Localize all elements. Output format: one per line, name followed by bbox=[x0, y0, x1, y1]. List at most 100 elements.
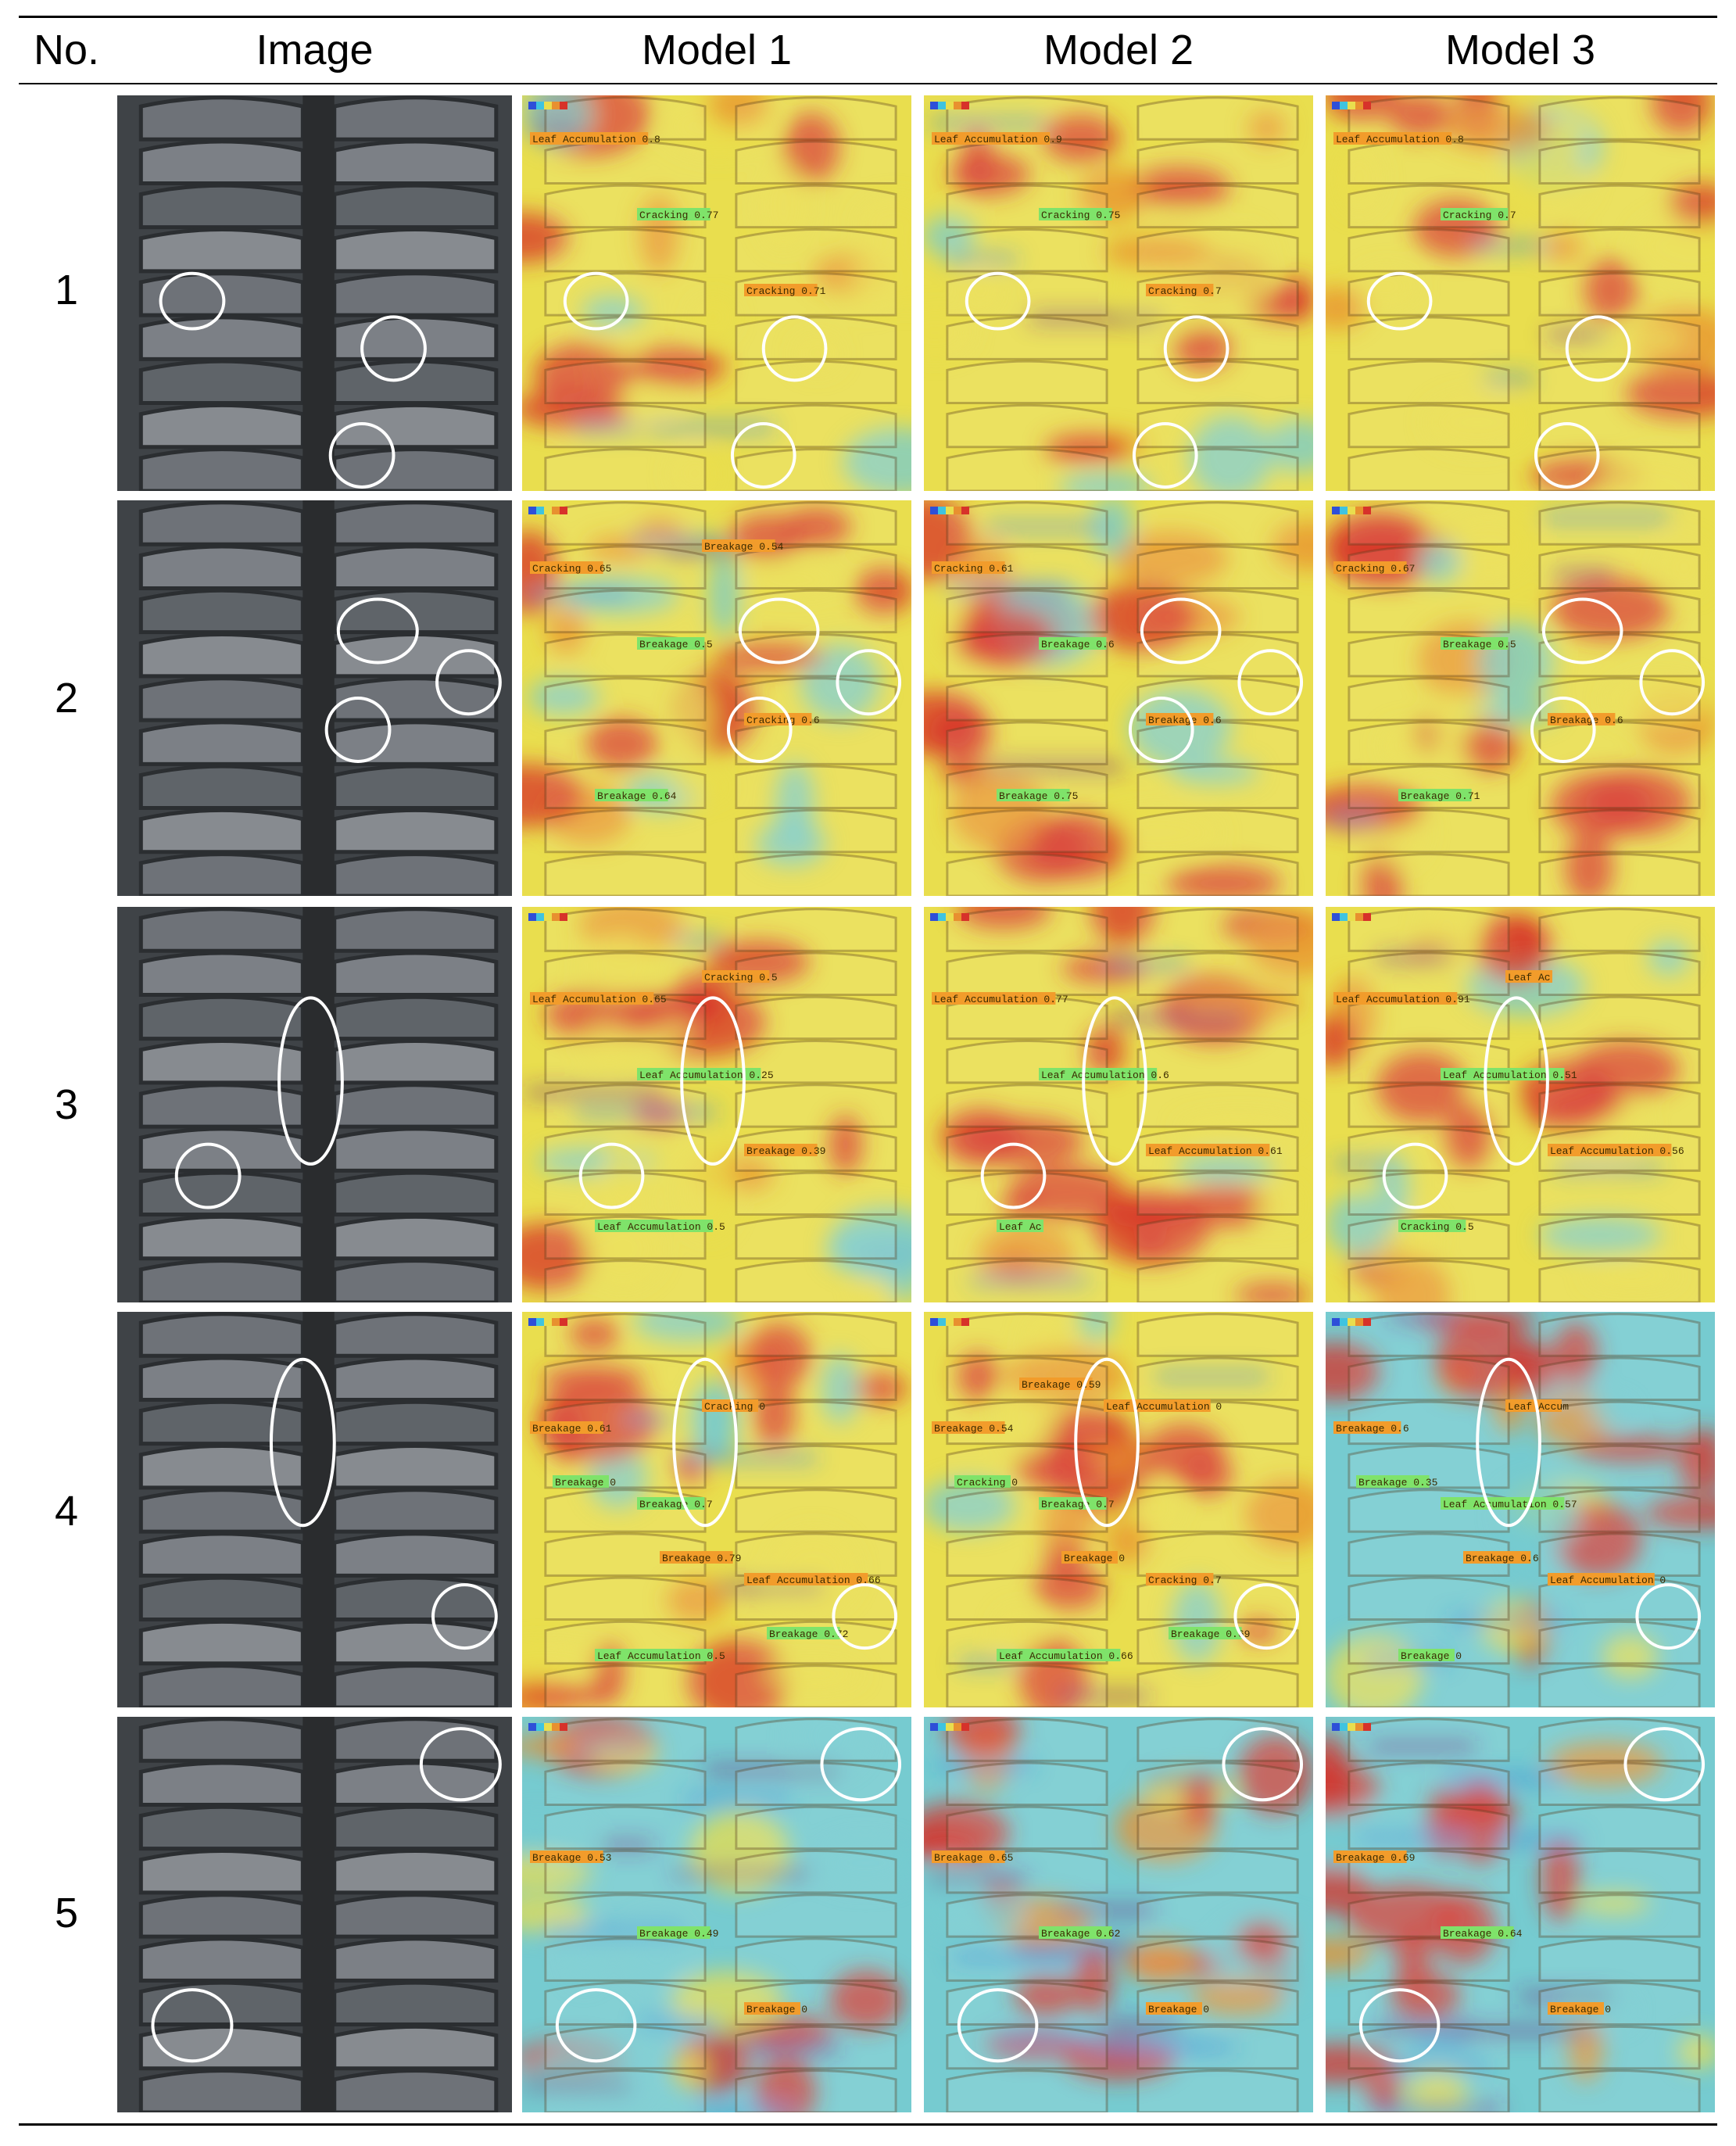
heatmap-model-1: Breakage 0.61 Breakage 0.7 Leaf Accumulati… bbox=[522, 1312, 911, 1707]
annotation-circle bbox=[336, 597, 419, 665]
detection-label-box bbox=[767, 1627, 840, 1639]
row-number: 2 bbox=[54, 675, 79, 722]
annotation-circle bbox=[1635, 1583, 1702, 1650]
bottom-rule bbox=[19, 2123, 1717, 2126]
colorbar-legend bbox=[930, 1723, 969, 1731]
detection-label: Breakage 0.64 bbox=[1443, 1928, 1523, 1940]
detection-label-box bbox=[932, 992, 1056, 1005]
detection-label-box bbox=[744, 1573, 868, 1585]
detection-label: Breakage 0.35 bbox=[1358, 1477, 1437, 1489]
detection-label-box bbox=[1441, 1926, 1514, 1939]
detection-label: Leaf Accumulation 0.5 bbox=[597, 1650, 725, 1662]
annotation-circle bbox=[1233, 1583, 1300, 1650]
annotation-circle bbox=[563, 271, 629, 331]
detection-label-box bbox=[1548, 1573, 1655, 1585]
roof-photo bbox=[117, 1312, 512, 1707]
detection-label: Cracking 0.77 bbox=[639, 210, 718, 221]
detection-label: Breakage 0.7 bbox=[1041, 1499, 1115, 1510]
roof-photo bbox=[117, 500, 512, 896]
roof-tiles bbox=[1348, 1718, 1701, 2112]
detection-label-box bbox=[1333, 1850, 1407, 1863]
annotation-circle bbox=[277, 996, 344, 1166]
detection-label-box bbox=[637, 1068, 761, 1080]
annotation-circle bbox=[1163, 315, 1230, 382]
detection-label-box bbox=[530, 132, 649, 145]
detection-label-box bbox=[1463, 1551, 1531, 1564]
detection-label: Breakage 0.39 bbox=[746, 1145, 825, 1157]
detection-label: Leaf Ac bbox=[1508, 972, 1551, 983]
detection-label: Breakage 0.59 bbox=[1022, 1379, 1101, 1391]
detection-label: Breakage 0.53 bbox=[532, 1852, 611, 1864]
detection-label-box bbox=[530, 992, 654, 1005]
detection-label: Cracking 0.7 bbox=[1148, 285, 1222, 297]
top-rule bbox=[19, 16, 1717, 18]
annotation-circle bbox=[836, 649, 902, 716]
detection-label: Breakage 0.6 bbox=[1148, 715, 1222, 726]
detection-label: Cracking 0.7 bbox=[1443, 210, 1516, 221]
annotation-circle bbox=[435, 649, 502, 716]
detection-label: Breakage 0.5 bbox=[1443, 639, 1516, 650]
detection-label: Breakage 0.6 bbox=[1336, 1423, 1409, 1435]
heatmap-model-3: Breakage 0.6 Leaf Accumulation 0.57 Leaf A… bbox=[1326, 1312, 1715, 1707]
detection-label: Leaf Accumulation 0.65 bbox=[532, 994, 667, 1005]
heatmap-model-2: Leaf Accumulation 0.9 Cracking 0.75 Cracki… bbox=[924, 95, 1313, 491]
colorbar-legend bbox=[1332, 102, 1371, 109]
annotation-circle bbox=[1476, 1357, 1541, 1528]
detection-label: Leaf Ac bbox=[999, 1221, 1042, 1233]
detection-label: Cracking 0.71 bbox=[746, 285, 826, 297]
heatmap-model-1: Leaf Accumulation 0.8 Cracking 0.77 Cracki… bbox=[522, 95, 911, 491]
detection-label-box bbox=[1146, 1144, 1270, 1156]
annotation-circle bbox=[1623, 1727, 1706, 1802]
detection-label-box bbox=[637, 637, 705, 650]
detection-label: Leaf Accumulation 0.66 bbox=[999, 1650, 1133, 1662]
detection-label-box bbox=[744, 284, 818, 296]
colorbar-legend bbox=[1332, 1318, 1371, 1326]
annotation-circle bbox=[730, 421, 796, 489]
detection-label-box bbox=[660, 1551, 733, 1564]
detection-label-box bbox=[1146, 284, 1214, 296]
heatmap-model-2: Cracking 0.61 Breakage 0.6 Breakage 0.6 Bre… bbox=[924, 500, 1313, 896]
detection-label-box bbox=[1548, 2002, 1604, 2015]
annotation-circle bbox=[965, 271, 1031, 331]
detection-label-box bbox=[997, 789, 1070, 801]
detection-label-box bbox=[1019, 1378, 1093, 1390]
annotation-circle bbox=[1132, 421, 1198, 489]
annotation-circle bbox=[1484, 996, 1549, 1166]
annotation-circle bbox=[1366, 271, 1433, 331]
detection-label-box bbox=[1333, 561, 1407, 574]
colorbar-legend bbox=[528, 102, 567, 109]
annotation-circle bbox=[1530, 697, 1596, 763]
detection-label: Cracking 0.67 bbox=[1336, 563, 1415, 575]
annotation-circle bbox=[980, 1142, 1047, 1209]
detection-label-box bbox=[1146, 1573, 1214, 1585]
roof-tiles bbox=[544, 96, 897, 491]
detection-label: Leaf Accumulation 0.9 bbox=[934, 134, 1062, 145]
detection-label: Cracking 0.6 bbox=[746, 715, 820, 726]
annotation-circle bbox=[1358, 1988, 1441, 2063]
roof-photo bbox=[117, 907, 512, 1302]
detection-label: Leaf Accumulation 0.66 bbox=[746, 1575, 881, 1586]
annotation-circle bbox=[832, 1583, 898, 1650]
detection-label-box bbox=[1333, 1421, 1401, 1434]
heatmap-model-1: Leaf Accumulation 0.65 Leaf Accumulation … bbox=[522, 907, 911, 1302]
detection-label: Cracking 0.5 bbox=[704, 972, 778, 983]
detection-label: Leaf Accumulation 0.61 bbox=[1148, 1145, 1283, 1157]
detection-label-box bbox=[702, 970, 770, 983]
annotation-circle bbox=[360, 315, 427, 382]
detection-label-box bbox=[595, 1649, 714, 1661]
heatmap-model-3: Leaf Accumulation 0.91 Leaf Accumulation … bbox=[1326, 907, 1715, 1302]
detection-label-box bbox=[1104, 1399, 1211, 1412]
annotation-circle bbox=[159, 271, 226, 331]
detection-label-box bbox=[595, 789, 668, 801]
colorbar-legend bbox=[930, 507, 969, 514]
detection-label: Breakage 0.54 bbox=[704, 541, 784, 553]
detection-label: Breakage 0.75 bbox=[999, 790, 1078, 802]
annotation-circle bbox=[1222, 1727, 1304, 1802]
detection-label-box bbox=[1333, 132, 1452, 145]
detection-label: Leaf Accumulation 0.91 bbox=[1336, 994, 1470, 1005]
detection-label-box bbox=[1441, 637, 1509, 650]
row-number: 3 bbox=[54, 1081, 79, 1128]
detection-label-box bbox=[932, 132, 1051, 145]
annotation-circle bbox=[1639, 649, 1706, 716]
annotation-circle bbox=[1074, 1357, 1140, 1528]
